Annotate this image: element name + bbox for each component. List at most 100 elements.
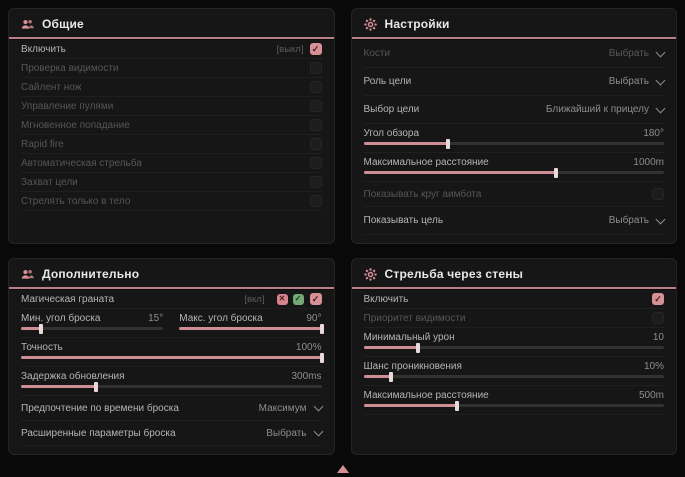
slider-value: 10% — [643, 361, 664, 372]
dropdown-label: Показывать цель — [363, 215, 444, 226]
dropdown-row-target-role[interactable]: Роль цели Выбрать — [363, 68, 666, 96]
people-icon — [21, 18, 34, 31]
panel-settings-header: Настройки — [351, 9, 676, 39]
slider-thumb[interactable] — [445, 138, 450, 149]
checkbox[interactable]: ✓ — [652, 312, 664, 324]
slider-value: 180° — [643, 128, 664, 139]
checkbox[interactable]: ✓ — [652, 293, 664, 305]
slider-label: Максимальное расстояние — [363, 390, 489, 401]
checkbox[interactable]: ✓ — [309, 293, 322, 305]
slider[interactable] — [363, 371, 664, 382]
checkbox[interactable]: ✓ — [309, 138, 322, 150]
risk-icon: ✕ — [276, 293, 288, 305]
slider-row-accuracy: Точность 100% — [21, 338, 324, 367]
slider-thumb[interactable] — [388, 371, 393, 382]
slider[interactable] — [21, 352, 324, 363]
dropdown-row-bones[interactable]: Кости Выбрать — [363, 40, 666, 68]
people-icon — [21, 268, 34, 281]
slider[interactable] — [21, 381, 322, 392]
checkbox[interactable]: ✓ — [652, 188, 664, 200]
dropdown-label: Предпочтение по времени броска — [21, 402, 179, 414]
slider-row-min-damage: Минимальный урон 10 — [363, 328, 664, 357]
toggle-row-magic-grenade[interactable]: Магическая граната [вкл] ✕ ✓ ✓ — [21, 290, 322, 309]
panel-wallbang: Стрельба через стены Включить ✓ Приорите… — [350, 258, 677, 455]
slider-label: Шанс проникновения — [363, 361, 462, 372]
toggle-row-enable[interactable]: Включить [выкл] ✓ — [21, 40, 322, 59]
slider-label: Минимальный урон — [363, 332, 455, 343]
panel-title: Общие — [42, 17, 84, 31]
checkbox[interactable]: ✓ — [309, 43, 322, 55]
toggle-label: Мгновенное попадание — [21, 119, 130, 131]
gear-icon — [363, 17, 377, 31]
toggle-label: Включить — [363, 293, 409, 305]
slider-row-max-throw-angle: Макс. угол броска 90° — [179, 313, 324, 335]
dropdown-row-target-select[interactable]: Выбор цели Ближайший к прицелу — [363, 96, 666, 124]
checkbox[interactable]: ✓ — [309, 81, 322, 93]
toggle-row-wallbang-enable[interactable]: Включить ✓ — [363, 290, 664, 309]
slider-value: 90° — [306, 313, 322, 324]
checkbox[interactable]: ✓ — [309, 176, 322, 188]
toggle-label: Сайлент нож — [21, 81, 82, 93]
toggle-label: Автоматическая стрельба — [21, 157, 142, 169]
dropdown-row-show-target[interactable]: Показывать цель Выбрать — [363, 207, 666, 235]
dropdown-label: Расширенные параметры броска — [21, 427, 176, 439]
cursor-marker — [337, 465, 349, 473]
slider[interactable] — [363, 138, 664, 149]
slider[interactable] — [363, 167, 664, 178]
slider-thumb[interactable] — [38, 323, 43, 334]
dropdown-row-advanced-throw[interactable]: Расширенные параметры броска Выбрать — [21, 421, 323, 446]
toggle-row-target-lock[interactable]: Захват цели ✓ — [21, 173, 322, 192]
toggle-row-visibility-priority[interactable]: Приоритет видимости ✓ — [363, 309, 664, 328]
checkbox[interactable]: ✓ — [309, 100, 322, 112]
slider-label: Угол обзора — [363, 128, 420, 139]
panel-extra-header: Дополнительно — [9, 259, 334, 289]
hotkey-tag: [вкл] — [244, 293, 265, 305]
toggle-row-body-only[interactable]: Стрелять только в тело ✓ — [21, 192, 322, 211]
toggle-row-bullet-control[interactable]: Управление пулями ✓ — [21, 97, 322, 116]
checkbox[interactable]: ✓ — [309, 195, 322, 207]
toggle-row-rapid-fire[interactable]: Rapid fire ✓ — [21, 135, 322, 154]
slider-value: 100% — [295, 342, 322, 353]
toggle-row-silent[interactable]: Сайлент нож ✓ — [21, 78, 322, 97]
slider-thumb[interactable] — [94, 381, 99, 392]
toggle-row-visibility-check[interactable]: Проверка видимости ✓ — [21, 59, 322, 78]
panel-extra: Дополнительно Магическая граната [вкл] ✕… — [8, 258, 335, 455]
panel-title: Дополнительно — [42, 267, 140, 281]
slider[interactable] — [21, 323, 164, 334]
slider[interactable] — [179, 323, 324, 334]
toggle-label: Магическая граната — [21, 293, 115, 305]
dropdown-label: Кости — [363, 48, 391, 59]
gear-icon — [363, 267, 377, 281]
slider-value: 500m — [638, 390, 664, 401]
dropdown-label: Выбор цели — [363, 104, 420, 115]
panel-settings: Настройки Кости Выбрать Роль цели Выбрат… — [350, 8, 677, 244]
slider-thumb[interactable] — [319, 352, 324, 363]
slider-label: Точность — [21, 342, 63, 353]
toggle-row-auto-fire[interactable]: Автоматическая стрельба ✓ — [21, 154, 322, 173]
checkbox[interactable]: ✓ — [309, 119, 322, 131]
slider-thumb[interactable] — [415, 342, 420, 353]
checkbox[interactable]: ✓ — [309, 62, 322, 74]
slider-row-penetration-chance: Шанс проникновения 10% — [363, 357, 664, 386]
dropdown-value: Выбрать — [608, 76, 649, 87]
slider-value: 1000m — [633, 157, 664, 168]
dropdown-value: Выбрать — [608, 48, 649, 59]
dropdown-row-throw-time-pref[interactable]: Предпочтение по времени броска Максимум — [21, 396, 323, 421]
panel-wallbang-header: Стрельба через стены — [351, 259, 676, 289]
slider-value: 300ms — [291, 371, 322, 382]
toggle-label: Управление пулями — [21, 100, 114, 112]
toggle-row-instant-hit[interactable]: Мгновенное попадание ✓ — [21, 116, 322, 135]
slider-row-update-delay: Задержка обновления 300ms — [21, 367, 322, 396]
slider-thumb[interactable] — [454, 400, 459, 411]
slider[interactable] — [363, 342, 664, 353]
slider-thumb[interactable] — [553, 167, 558, 178]
toggle-row-show-circle[interactable]: Показывать круг аимбота ✓ — [363, 182, 664, 207]
slider-value: 10 — [652, 332, 664, 343]
slider-row-min-throw-angle: Мин. угол броска 15° — [21, 313, 164, 335]
chevron-down-icon — [655, 214, 666, 224]
slider[interactable] — [363, 400, 664, 411]
toggle-label: Захват цели — [21, 176, 78, 188]
panel-general-header: Общие — [9, 9, 334, 39]
checkbox[interactable]: ✓ — [309, 157, 322, 169]
slider-thumb[interactable] — [319, 323, 324, 334]
